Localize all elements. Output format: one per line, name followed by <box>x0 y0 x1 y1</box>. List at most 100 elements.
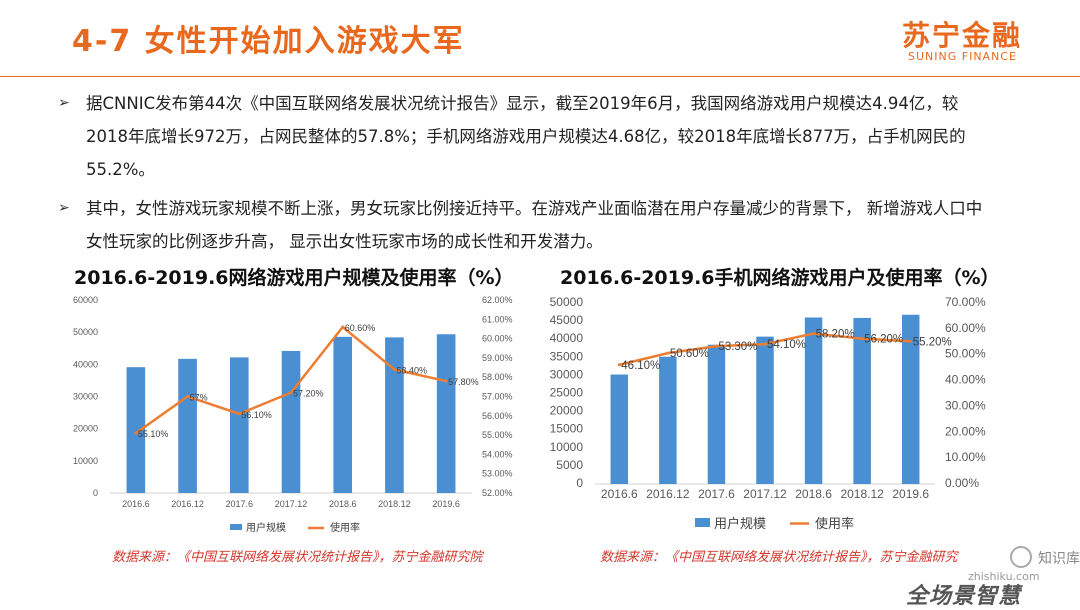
legend-label-user-scale: 用户规模 <box>714 516 766 531</box>
data-label-rate: 55.20% <box>913 336 952 348</box>
line-point <box>617 363 621 367</box>
chart-1-source: 数据来源：《中国互联网络发展状况统计报告》，苏宁金融研究院 <box>112 550 483 565</box>
y-left-tick-label: 0 <box>93 488 98 498</box>
y-left-tick-label: 50000 <box>550 295 584 309</box>
x-tick-label: 2018.12 <box>378 499 411 509</box>
x-tick-label: 2017.6 <box>226 499 254 509</box>
y-right-tick-label: 40.00% <box>945 373 986 387</box>
page-title: 4-7 女性开始加入游戏大军 <box>72 24 465 59</box>
y-right-tick-label: 61.00% <box>482 314 513 324</box>
y-left-tick-label: 15000 <box>550 422 584 436</box>
y-right-tick-label: 58.00% <box>482 372 513 382</box>
x-tick-label: 2019.6 <box>892 487 929 501</box>
y-right-tick-label: 53.00% <box>482 469 513 479</box>
y-left-tick-label: 50000 <box>73 327 98 337</box>
data-label-rate: 50.60% <box>670 348 709 360</box>
bar-user-scale <box>804 317 823 484</box>
x-tick-label: 2018.12 <box>840 487 884 501</box>
data-label-rate: 58.40% <box>396 365 427 375</box>
chart-2-source: 数据来源：《中国互联网络发展状况统计报告》，苏宁金融研究 <box>600 550 958 565</box>
x-tick-label: 2018.6 <box>329 499 357 509</box>
legend-label-user-scale: 用户规模 <box>246 521 286 534</box>
y-left-tick-label: 35000 <box>550 349 584 363</box>
watermark-logo-icon <box>1010 546 1032 568</box>
y-right-tick-label: 55.00% <box>482 430 513 440</box>
x-tick-label: 2018.6 <box>795 487 832 501</box>
line-point <box>666 351 670 355</box>
y-left-tick-label: 0 <box>576 476 583 490</box>
paragraph-2: ➢ 其中，女性游戏玩家规模不断上涨，男女玩家比例接近持平。在游戏产业面临潜在用户… <box>58 192 988 258</box>
y-right-tick-label: 60.00% <box>945 321 986 335</box>
line-point <box>392 367 396 371</box>
bar-user-scale <box>333 336 353 493</box>
data-label-rate: 46.10% <box>621 360 660 372</box>
data-label-rate: 56.20% <box>864 334 903 346</box>
y-right-tick-label: 52.00% <box>482 488 513 498</box>
y-right-tick-label: 0.00% <box>945 476 979 490</box>
data-label-rate: 58.20% <box>816 329 855 341</box>
header-bar: 4-7 女性开始加入游戏大军 苏宁金融 SUNING FINANCE <box>0 0 1080 76</box>
paragraph-1: ➢ 据CNNIC发布第44次《中国互联网络发展状况统计报告》显示，截至2019年… <box>58 87 988 186</box>
bar-user-scale <box>756 336 774 484</box>
y-right-tick-label: 60.00% <box>482 334 513 344</box>
x-tick-label: 2019.6 <box>432 499 460 509</box>
y-left-tick-label: 40000 <box>550 331 584 345</box>
y-left-tick-label: 45000 <box>550 313 584 327</box>
x-tick-label: 2017.12 <box>743 487 787 501</box>
y-left-tick-label: 40000 <box>73 359 98 369</box>
x-tick-label: 2017.12 <box>275 499 308 509</box>
bar-user-scale <box>853 317 871 484</box>
bar-user-scale <box>901 314 920 484</box>
y-left-tick-label: 30000 <box>73 392 98 402</box>
line-point <box>134 431 138 435</box>
legend-bar-swatch <box>695 518 710 527</box>
line-point <box>812 332 816 336</box>
line-point <box>763 342 767 346</box>
y-left-tick-label: 30000 <box>550 367 584 381</box>
y-left-tick-label: 20000 <box>550 404 584 418</box>
bar-user-scale <box>436 334 456 493</box>
bar-user-scale <box>707 344 726 484</box>
y-right-tick-label: 10.00% <box>945 450 986 464</box>
data-label-rate: 55.10% <box>138 429 169 439</box>
y-right-tick-label: 56.00% <box>482 411 513 421</box>
x-tick-label: 2016.12 <box>646 487 690 501</box>
line-point <box>186 395 190 398</box>
line-point <box>237 412 241 416</box>
legend-label-usage-rate: 使用率 <box>330 521 360 534</box>
y-left-tick-label: 20000 <box>73 424 98 434</box>
y-right-tick-label: 50.00% <box>945 347 986 361</box>
y-left-tick-label: 60000 <box>73 295 98 305</box>
x-tick-label: 2016.6 <box>122 499 150 509</box>
chart-1: 0 10000 20000 30000 40000 50000 60000 52.00% 53.… <box>73 295 513 534</box>
header-divider <box>0 76 1080 77</box>
line-point <box>289 391 293 395</box>
line-point <box>714 344 718 348</box>
line-point <box>909 339 913 343</box>
y-right-tick-label: 70.00% <box>945 295 986 309</box>
paragraph-text: 其中，女性游戏玩家规模不断上涨，男女玩家比例接近持平。在游戏产业面临潜在用户存量… <box>86 199 983 251</box>
y-right-tick-label: 57.00% <box>482 392 513 402</box>
data-label-rate: 57% <box>190 393 208 403</box>
y-left-tick-label: 5000 <box>556 458 583 472</box>
watermark-text: 知识库 <box>1038 551 1080 567</box>
data-label-rate: 57.20% <box>293 389 324 399</box>
bar-user-scale <box>385 337 404 493</box>
data-label-rate: 57.80% <box>448 377 479 387</box>
data-label-rate: 60.60% <box>345 323 376 333</box>
x-tick-label: 2016.12 <box>171 499 204 509</box>
y-left-tick-label: 10000 <box>73 456 98 466</box>
chart-2: 0 5000 10000 15000 20000 25000 30000 35000 40000… <box>550 295 986 531</box>
data-label-rate: 53.30% <box>718 341 757 353</box>
y-left-tick-label: 25000 <box>550 386 584 400</box>
bar-user-scale <box>659 356 677 484</box>
brand-logo-text: 苏宁金融 <box>902 19 1023 52</box>
y-right-tick-label: 20.00% <box>945 424 986 438</box>
brand-logo-subtext: SUNING FINANCE <box>908 50 1017 63</box>
data-label-rate: 54.10% <box>767 339 806 351</box>
chart-1-title: 2016.6-2019.6网络游戏用户规模及使用率（%） <box>74 267 514 289</box>
chart-2-title: 2016.6-2019.6手机网络游戏用户及使用率（%） <box>560 267 1000 289</box>
x-tick-label: 2016.6 <box>601 487 638 501</box>
line-point <box>444 379 448 383</box>
y-right-tick-label: 62.00% <box>482 295 513 305</box>
